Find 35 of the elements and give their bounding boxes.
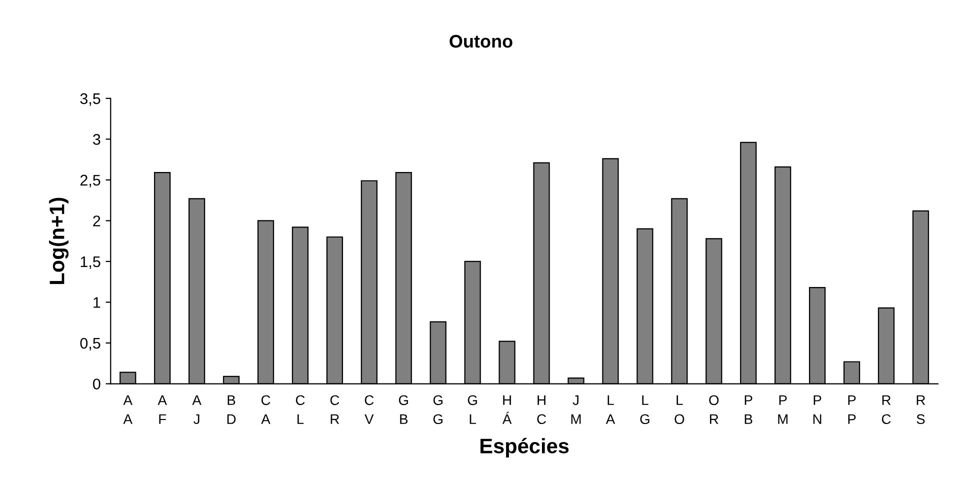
x-tick-label: L O	[674, 395, 684, 424]
y-tick-label: 0	[93, 378, 100, 390]
y-axis-title: Log(n+1)	[49, 198, 69, 284]
x-tick-label: L A	[606, 395, 616, 424]
y-tick-label: 3,5	[80, 93, 100, 106]
x-tick-label: L G	[640, 395, 650, 424]
x-tick-label: R C	[882, 395, 891, 424]
x-tick-label: B D	[227, 395, 236, 424]
x-tick-label: C A	[261, 395, 270, 424]
chart-title: Outono	[450, 34, 512, 48]
x-tick-label: C R	[330, 395, 340, 424]
x-tick-label: A F	[158, 395, 167, 424]
x-tick-label: A A	[123, 395, 132, 424]
x-tick-label: H Á	[502, 395, 512, 424]
x-tick-label: P M	[778, 395, 788, 424]
x-tick-label: P N	[813, 395, 822, 424]
x-tick-label: G L	[468, 395, 477, 424]
y-tick-label: 1,5	[80, 256, 100, 269]
x-tick-label: J M	[571, 395, 581, 424]
x-tick-label: H C	[537, 395, 546, 424]
x-tick-label: O R	[709, 395, 719, 424]
y-tick-label: 2	[93, 216, 100, 226]
y-tick-label: 1	[94, 297, 100, 308]
x-tick-label: C L	[296, 395, 305, 424]
x-tick-label: C V	[364, 395, 374, 424]
y-tick-label: 2,5	[80, 174, 100, 188]
x-tick-label: A J	[192, 395, 202, 424]
x-tick-label: P B	[744, 395, 752, 424]
x-tick-label: G G	[433, 395, 442, 424]
x-axis-title: Espécies	[480, 438, 569, 458]
x-tick-label: G B	[398, 395, 408, 424]
y-tick-label: 3	[92, 134, 100, 145]
y-tick-label: 0,5	[80, 338, 100, 350]
x-tick-label: R S	[916, 395, 926, 424]
x-tick-label: P P	[848, 395, 856, 424]
